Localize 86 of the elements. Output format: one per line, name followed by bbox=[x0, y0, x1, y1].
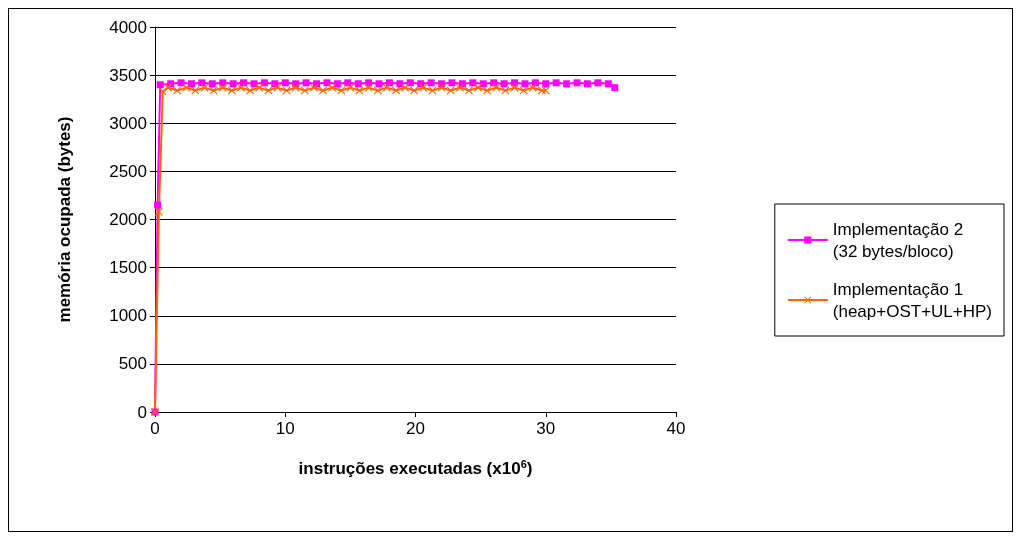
point bbox=[373, 86, 382, 95]
point bbox=[328, 83, 337, 92]
point bbox=[337, 86, 346, 95]
point bbox=[541, 86, 550, 95]
point bbox=[410, 86, 419, 95]
point bbox=[552, 79, 560, 87]
point bbox=[173, 86, 182, 95]
point bbox=[521, 80, 529, 88]
point bbox=[528, 83, 537, 92]
point bbox=[611, 84, 619, 92]
point bbox=[255, 83, 264, 92]
point bbox=[291, 83, 300, 92]
point bbox=[469, 79, 477, 87]
point bbox=[490, 79, 498, 87]
point bbox=[323, 79, 331, 87]
legend-label: Implementação 1 (heap+OST+UL+HP) bbox=[832, 279, 992, 321]
point bbox=[198, 79, 206, 87]
legend-label: Implementação 2 (32 bytes/bloco) bbox=[832, 219, 964, 261]
point bbox=[401, 83, 410, 92]
point bbox=[583, 80, 591, 88]
point bbox=[208, 80, 216, 88]
point bbox=[364, 83, 373, 92]
point bbox=[236, 83, 245, 92]
point bbox=[500, 80, 508, 88]
y-tick-label: 1000 bbox=[109, 306, 147, 326]
point bbox=[302, 79, 310, 87]
point bbox=[483, 86, 492, 95]
y-tick-label: 500 bbox=[118, 354, 147, 374]
point bbox=[260, 79, 268, 87]
point bbox=[240, 79, 248, 87]
point bbox=[396, 80, 404, 88]
point bbox=[354, 80, 362, 88]
point bbox=[448, 79, 456, 87]
point bbox=[391, 86, 400, 95]
x-tick-label: 30 bbox=[536, 419, 556, 438]
point bbox=[229, 80, 237, 88]
y-tick-label: 4000 bbox=[109, 17, 147, 37]
point bbox=[594, 79, 602, 87]
point bbox=[375, 80, 383, 88]
x-tick-label: 0 bbox=[150, 419, 160, 438]
x-tick-label: 20 bbox=[406, 419, 425, 438]
point bbox=[427, 79, 435, 87]
point bbox=[250, 80, 258, 88]
point bbox=[573, 79, 581, 87]
point bbox=[182, 83, 191, 92]
y-axis-title: memória ocupada (bytes) bbox=[55, 116, 74, 323]
point bbox=[319, 86, 328, 95]
point bbox=[333, 80, 341, 88]
point bbox=[309, 83, 318, 92]
point bbox=[300, 86, 309, 95]
point bbox=[474, 83, 483, 92]
point bbox=[158, 87, 167, 96]
point bbox=[531, 79, 539, 87]
y-tick-label: 3500 bbox=[109, 65, 147, 85]
point bbox=[177, 79, 185, 87]
y-tick-label: 0 bbox=[137, 402, 147, 422]
x-tick-label: 10 bbox=[275, 419, 295, 438]
point bbox=[156, 81, 164, 89]
point bbox=[385, 79, 393, 87]
point bbox=[273, 83, 282, 92]
point bbox=[154, 207, 163, 216]
point bbox=[479, 80, 487, 88]
point bbox=[227, 86, 236, 95]
point bbox=[563, 80, 571, 88]
point bbox=[344, 79, 352, 87]
point bbox=[164, 83, 173, 92]
point bbox=[455, 83, 464, 92]
y-tick-label: 3000 bbox=[109, 113, 147, 133]
x-tick-label: 40 bbox=[666, 419, 686, 438]
y-tick-label: 1500 bbox=[109, 258, 147, 278]
point bbox=[346, 83, 355, 92]
point bbox=[604, 80, 612, 88]
point bbox=[406, 79, 414, 87]
point bbox=[187, 80, 195, 88]
point bbox=[464, 86, 473, 95]
point bbox=[281, 79, 289, 87]
point bbox=[510, 79, 518, 87]
y-tick-label: 2500 bbox=[109, 161, 147, 181]
point bbox=[492, 83, 501, 92]
y-tick-label: 2000 bbox=[109, 210, 147, 229]
point bbox=[218, 83, 227, 92]
point bbox=[154, 201, 162, 209]
point bbox=[382, 83, 391, 92]
point bbox=[246, 86, 255, 95]
point bbox=[542, 80, 550, 88]
point bbox=[419, 83, 428, 92]
